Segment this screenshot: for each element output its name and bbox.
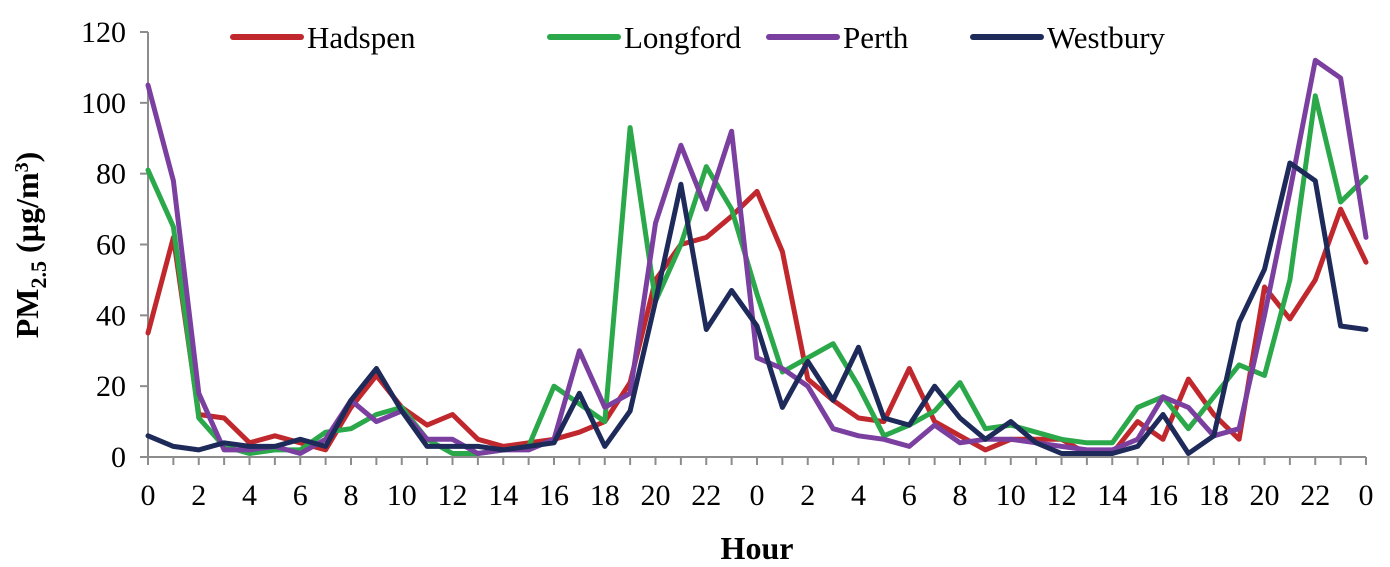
y-tick-label: 80 (96, 158, 126, 191)
legend-label-hadspen: Hadspen (307, 20, 416, 55)
x-tick-label: 12 (1047, 479, 1077, 512)
x-tick-label: 16 (1148, 479, 1178, 512)
y-tick-label: 40 (96, 299, 126, 332)
y-tick-label: 60 (96, 229, 126, 262)
x-tick-label: 0 (1359, 479, 1374, 512)
x-tick-label: 22 (1300, 479, 1330, 512)
y-tick-label: 100 (81, 87, 126, 120)
y-axis-title: PM2.5 (µg/m3) (9, 152, 51, 339)
legend-label-perth: Perth (843, 20, 909, 55)
x-tick-label: 10 (996, 479, 1026, 512)
x-tick-label: 0 (750, 479, 765, 512)
x-tick-label: 6 (293, 479, 308, 512)
x-tick-label: 8 (953, 479, 968, 512)
legend: Hadspen Longford Perth Westbury (230, 20, 1166, 55)
legend-label-westbury: Westbury (1047, 20, 1166, 55)
x-tick-label: 22 (691, 479, 721, 512)
y-axis-title-main: PM (9, 289, 45, 339)
x-tick-label: 18 (1199, 479, 1229, 512)
x-tick-label: 4 (242, 479, 257, 512)
x-tick-label: 20 (641, 479, 671, 512)
x-tick-label: 2 (191, 479, 206, 512)
x-tick-label: 20 (1250, 479, 1280, 512)
x-tick-label: 18 (590, 479, 620, 512)
y-axis-title-unit: (µg/m (9, 172, 45, 261)
x-tick-label: 12 (438, 479, 468, 512)
x-tick-label: 14 (1097, 479, 1127, 512)
series-line-hadspen (145, 188, 1369, 456)
y-axis-title-superscript: 3 (11, 162, 33, 172)
x-tick-label: 0 (141, 479, 156, 512)
series-lines (145, 57, 1369, 456)
y-tick-label: 0 (111, 441, 126, 474)
x-tick-label: 10 (387, 479, 417, 512)
x-tick-label: 8 (344, 479, 359, 512)
series-line-longford (145, 93, 1369, 456)
y-axis-title-close: ) (9, 152, 45, 163)
y-tick-label: 120 (81, 16, 126, 49)
legend-label-longford: Longford (624, 20, 742, 55)
series-line-westbury (145, 160, 1369, 456)
x-axis-title: Hour (721, 530, 794, 566)
x-tick-label: 16 (539, 479, 569, 512)
y-tick-label: 20 (96, 370, 126, 403)
x-tick-label: 14 (488, 479, 518, 512)
x-tick-label: 6 (902, 479, 917, 512)
y-axis-title-subscript: 2.5 (26, 261, 51, 289)
x-tick-label: 4 (851, 479, 866, 512)
x-tick-label: 2 (800, 479, 815, 512)
